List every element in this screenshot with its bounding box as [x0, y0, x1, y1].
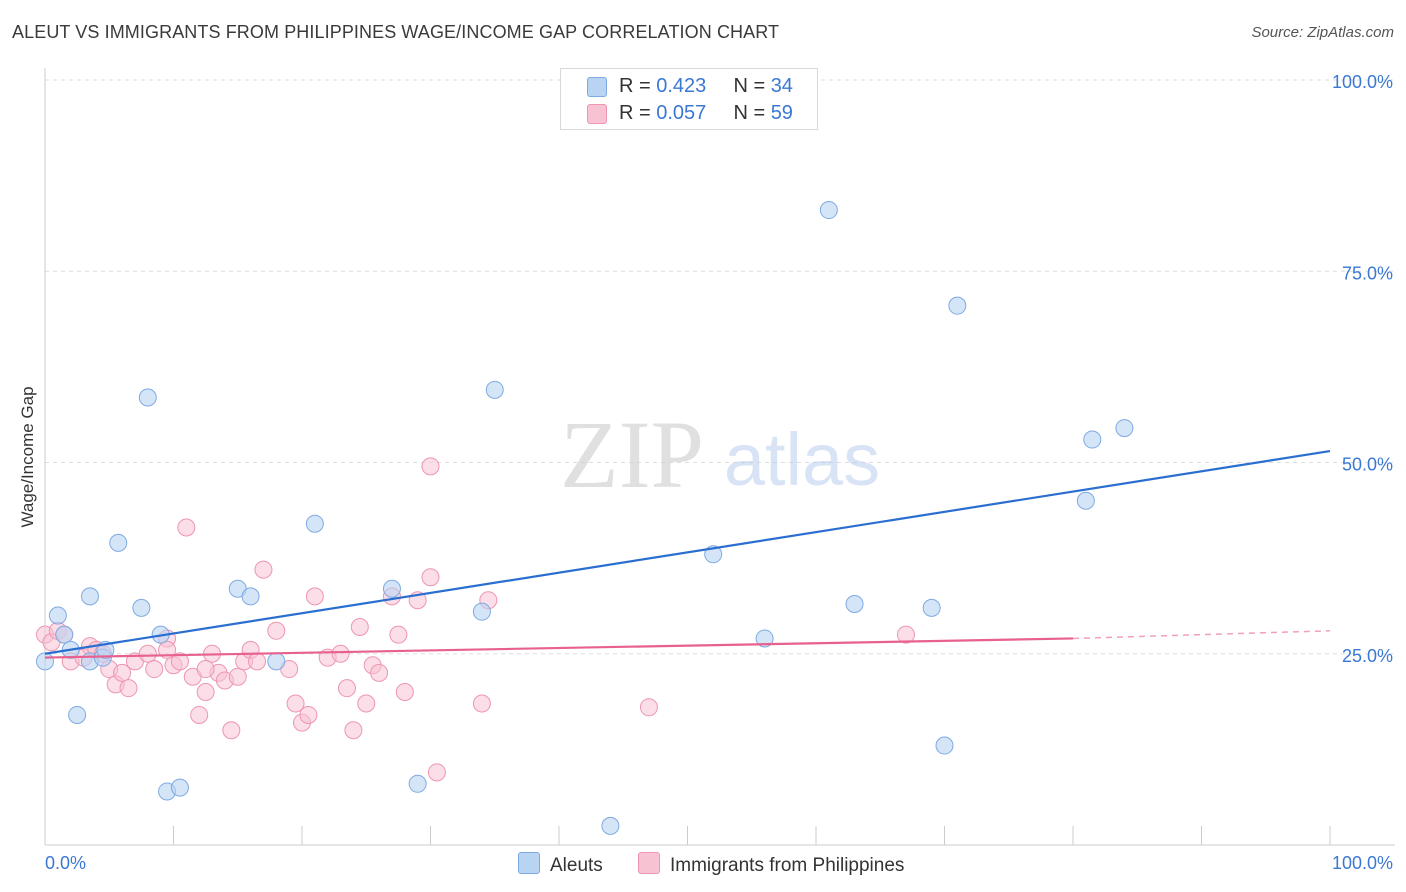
phil-data-point	[395, 683, 414, 701]
y-axis-label: Wage/Income Gap	[18, 386, 37, 527]
phil-data-point	[113, 663, 132, 682]
aleut-data-point	[109, 533, 128, 552]
phil-n-label: N =	[733, 102, 771, 124]
aleut-data-point	[241, 587, 260, 606]
phil-data-point	[350, 617, 369, 636]
phil-data-point	[119, 679, 138, 698]
phil-data-point	[421, 457, 440, 476]
aleut-n-label: N =	[733, 75, 771, 97]
phil-data-point	[170, 652, 189, 671]
phil-data-point	[286, 694, 305, 713]
chart-title: ALEUT VS IMMIGRANTS FROM PHILIPPINES WAG…	[12, 22, 780, 42]
axes	[44, 68, 1395, 846]
aleut-data-point	[485, 380, 504, 399]
series-legend-aleuts: Aleuts	[518, 852, 603, 876]
aleuts-legend-swatch	[518, 852, 540, 874]
aleut-data-point	[382, 579, 401, 598]
aleut-data-point	[472, 602, 491, 621]
phil-data-point	[177, 518, 196, 537]
aleut-data-point	[267, 652, 286, 671]
phil-trend-extension	[1072, 630, 1331, 640]
phil-data-point	[357, 694, 376, 713]
aleut-n-value: 34	[770, 75, 793, 97]
aleut-data-point	[55, 625, 74, 644]
aleut-data-point	[138, 388, 157, 407]
phil-data-point	[228, 667, 247, 686]
aleut-swatch	[587, 77, 607, 97]
phil-data-point	[370, 663, 389, 682]
phil-data-point	[138, 644, 157, 663]
aleuts-legend-label: Aleuts	[550, 855, 603, 876]
phil-data-point	[267, 621, 286, 640]
aleut-data-point	[1115, 419, 1134, 438]
y-tick-label: 100.0%	[1332, 72, 1393, 92]
phil-data-point	[305, 587, 324, 606]
phil-data-point	[427, 763, 446, 782]
aleut-data-point	[408, 774, 427, 793]
watermark-zip: ZIP	[560, 401, 704, 508]
phil-data-point	[896, 625, 915, 644]
aleut-r-label: R =	[619, 75, 657, 97]
aleut-r-value: 0.423	[656, 75, 707, 97]
aleut-data-point	[68, 705, 87, 724]
aleut-data-point	[819, 201, 838, 220]
watermark: ZIP atlas	[560, 401, 880, 508]
watermark-atlas: atlas	[724, 418, 880, 501]
tick-labels: 25.0% 50.0% 75.0% 100.0% 0.0% 100.0%	[45, 72, 1393, 873]
aleut-data-point	[132, 598, 151, 617]
phil-data-point	[196, 660, 215, 679]
phil-series-points	[36, 457, 915, 782]
aleut-data-point	[755, 629, 774, 648]
phil-data-point	[145, 660, 164, 679]
aleut-data-point	[1083, 430, 1102, 449]
x-tick-label: 0.0%	[45, 853, 86, 873]
phil-r-value: 0.057	[656, 102, 707, 124]
stats-legend: R = 0.423 N = 34 R = 0.057 N = 59	[560, 68, 818, 130]
phil-legend-swatch	[638, 852, 660, 874]
phil-data-point	[222, 721, 241, 740]
aleut-data-point	[1076, 491, 1095, 510]
phil-data-point	[190, 705, 209, 724]
aleut-data-point	[305, 514, 324, 533]
phil-data-point	[639, 698, 658, 717]
aleut-data-point	[36, 652, 54, 671]
trend-lines	[44, 449, 1331, 659]
grid-lines	[45, 79, 1395, 655]
phil-data-point	[248, 652, 267, 671]
aleut-series-points	[36, 201, 1134, 835]
aleut-data-point	[922, 598, 941, 617]
source-label: Source: ZipAtlas.com	[1251, 24, 1394, 41]
phil-data-point	[421, 568, 440, 587]
aleut-data-point	[845, 595, 864, 614]
aleut-data-point	[48, 606, 67, 625]
phil-data-point	[344, 721, 363, 740]
y-tick-label: 25.0%	[1342, 646, 1393, 666]
aleut-trend-line	[44, 449, 1331, 655]
phil-data-point	[337, 679, 356, 698]
phil-data-point	[299, 705, 318, 724]
phil-trend-line	[44, 637, 1074, 659]
y-tick-label: 50.0%	[1342, 455, 1393, 475]
aleut-data-point	[80, 587, 99, 606]
aleut-data-point	[948, 296, 967, 315]
phil-data-point	[331, 644, 350, 663]
aleut-data-point	[935, 736, 954, 755]
phil-legend-label: Immigrants from Philippines	[670, 855, 905, 876]
phil-swatch	[587, 104, 607, 124]
x-tick-label: 100.0%	[1332, 853, 1393, 873]
phil-data-point	[472, 694, 491, 713]
aleut-data-point	[601, 816, 620, 835]
phil-n-value: 59	[770, 102, 793, 124]
y-tick-label: 75.0%	[1342, 263, 1393, 283]
phil-data-point	[254, 560, 273, 579]
aleut-data-point	[170, 778, 189, 797]
phil-data-point	[196, 683, 215, 701]
phil-data-point	[389, 625, 408, 644]
phil-r-label: R =	[619, 102, 657, 124]
series-legend-phil: Immigrants from Philippines	[638, 852, 904, 876]
